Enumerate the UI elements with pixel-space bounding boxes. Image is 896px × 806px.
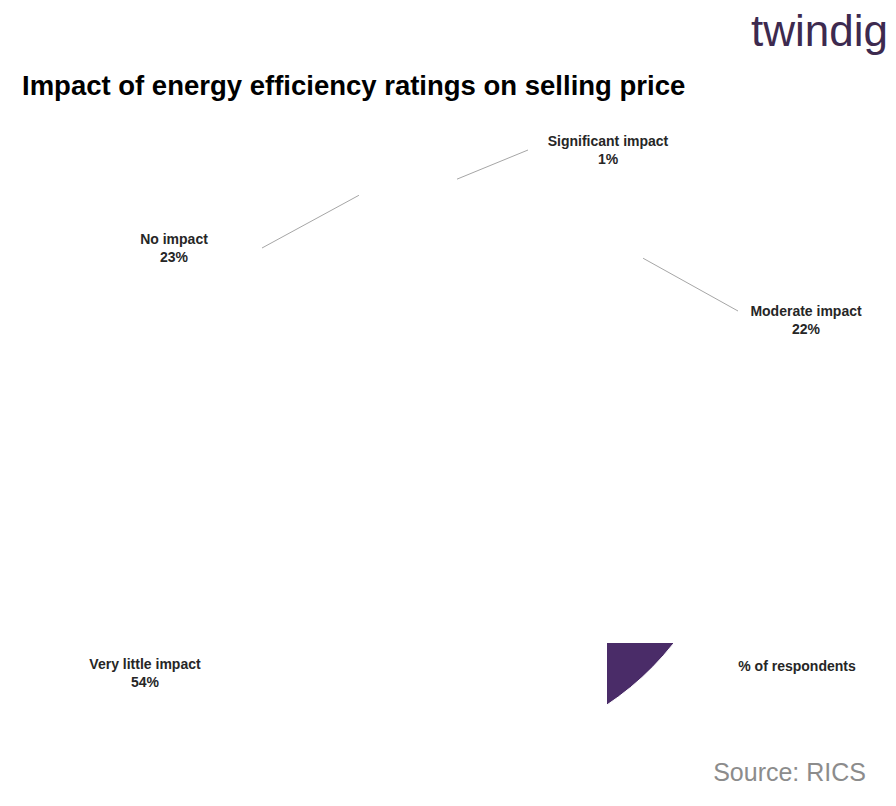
annotation: % of respondents [738, 658, 856, 674]
value-label: 54% [131, 674, 160, 690]
value-label: 23% [160, 249, 189, 265]
leader-line [643, 258, 738, 311]
category-label: Moderate impact [750, 303, 862, 319]
leader-line [262, 195, 359, 248]
pie [607, 643, 735, 753]
category-label: Very little impact [89, 656, 201, 672]
title: Impact of energy efficiency ratings on s… [22, 70, 685, 101]
category-label: Significant impact [548, 133, 669, 149]
data-labels: Significant impact 1% Moderate impact 22% Ve… [89, 133, 862, 690]
pie-slice [607, 643, 735, 753]
data-label: Significant impact 1% [548, 133, 669, 167]
category-label: No impact [140, 231, 208, 247]
data-label: Very little impact 54% [89, 656, 201, 690]
value-label: 1% [598, 151, 619, 167]
leader-line [457, 150, 528, 179]
source: Source: RICS [713, 758, 866, 786]
data-label: No impact 23% [140, 231, 208, 265]
logo: twindig [751, 6, 888, 55]
data-label: Moderate impact 22% [750, 303, 862, 337]
chart: twindig Impact of energy efficiency ratin… [0, 0, 896, 806]
value-label: 22% [792, 321, 821, 337]
